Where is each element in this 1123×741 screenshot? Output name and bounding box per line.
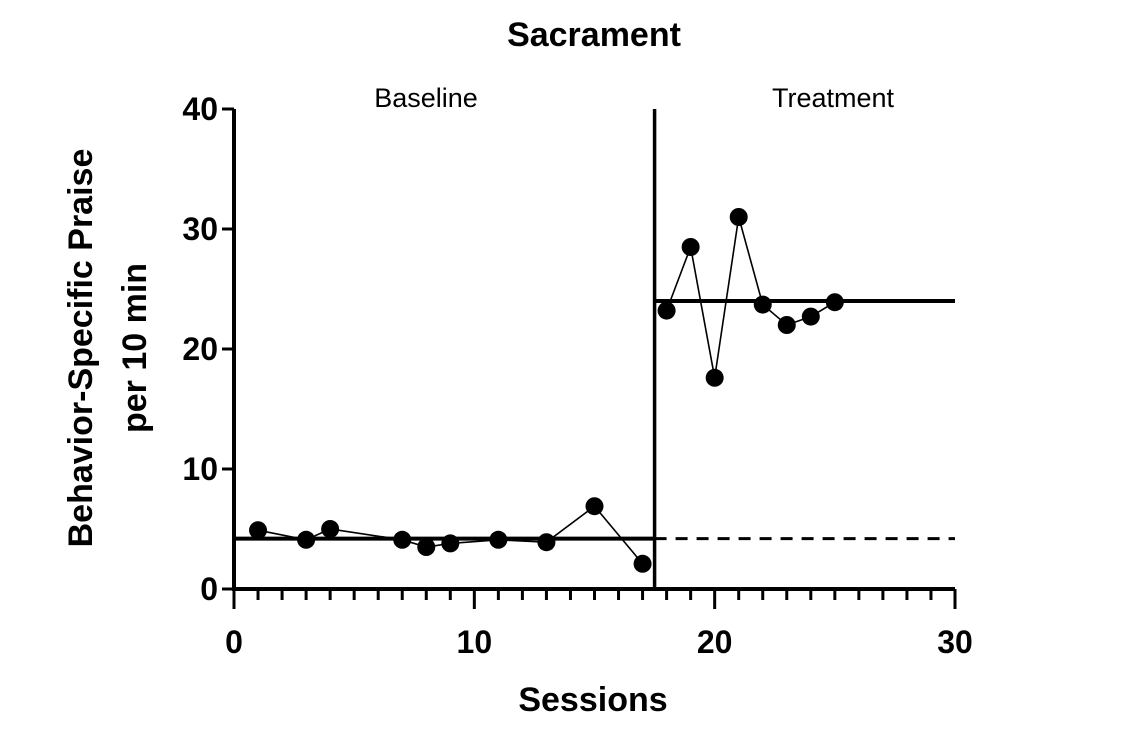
x-axis-label: Sessions: [518, 681, 667, 719]
data-point-s1-6: [801, 307, 820, 326]
y-tick-label-30: 30: [182, 211, 218, 247]
data-point-s0-1: [297, 530, 316, 549]
series-line-0: [257, 505, 644, 565]
plot-area: 0 10 20 30 40 0 10 20 30: [182, 91, 972, 660]
data-point-s1-2: [705, 368, 724, 387]
data-point-s1-5: [777, 316, 796, 334]
data-point-s1-1: [681, 238, 700, 256]
data-point-s1-0: [657, 301, 676, 320]
x-tick-label-10: 10: [457, 624, 493, 660]
data-point-s0-6: [489, 530, 508, 549]
data-point-s0-9: [633, 554, 652, 573]
x-tick-label-20: 20: [697, 624, 733, 660]
y-tick-label-10: 10: [182, 451, 218, 487]
y-tick-label-0: 0: [200, 571, 218, 607]
phase-label-treatment: Treatment: [772, 83, 895, 113]
y-tick-label-40: 40: [182, 91, 218, 127]
y-tick-label-20: 20: [182, 331, 218, 367]
y-axis-label: Behavior-Specific Praise per 10 min: [62, 149, 154, 548]
data-point-s1-7: [825, 293, 844, 312]
y-axis-label-line-1: Behavior-Specific Praise: [62, 149, 100, 548]
x-tick-label-0: 0: [225, 624, 243, 660]
data-point-s0-3: [393, 530, 412, 549]
data-point-s0-8: [585, 497, 604, 516]
data-point-s1-3: [729, 208, 748, 226]
data-point-s0-0: [249, 521, 268, 540]
data-point-s0-2: [321, 520, 340, 538]
data-point-s0-5: [441, 534, 460, 553]
y-axis-label-line-2: per 10 min: [116, 263, 154, 433]
phase-label-baseline: Baseline: [374, 83, 478, 113]
chart-title: Sacrament: [507, 16, 681, 54]
data-point-s1-4: [753, 295, 772, 314]
data-point-s0-7: [537, 533, 556, 552]
x-tick-label-30: 30: [937, 624, 973, 660]
data-point-s0-4: [417, 538, 436, 556]
